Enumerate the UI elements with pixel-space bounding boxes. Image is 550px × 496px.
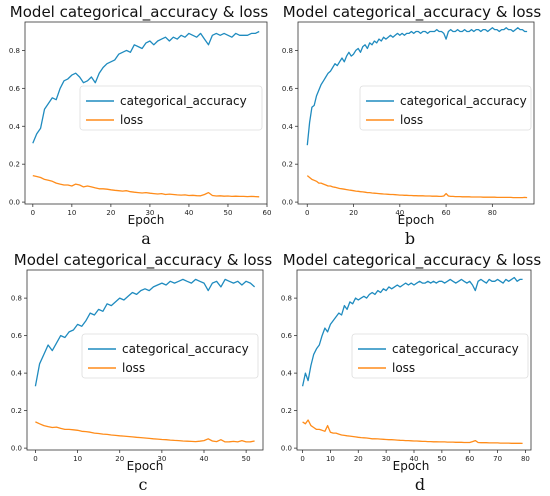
x-tick-label: 20 xyxy=(115,455,124,463)
panel-c-title: Model categorical_accuracy & loss xyxy=(14,251,273,270)
y-tick-label: 0.6 xyxy=(281,332,293,340)
x-tick-label: 30 xyxy=(157,455,166,463)
y-tick-label: 0.4 xyxy=(281,370,293,378)
x-tick-label: 40 xyxy=(410,455,419,463)
x-tick-label: 30 xyxy=(382,455,391,463)
y-tick-label: 0.2 xyxy=(9,161,20,169)
y-tick-label: 0.2 xyxy=(281,407,292,415)
panel-a-title: Model categorical_accuracy & loss xyxy=(10,3,269,22)
panel-b-xlabel: Epoch xyxy=(398,213,435,227)
y-tick-label: 0.6 xyxy=(282,85,294,93)
x-tick-label: 40 xyxy=(395,209,404,217)
y-tick-label: 0.0 xyxy=(9,199,20,207)
x-tick-label: 50 xyxy=(242,455,251,463)
y-tick-label: 0.8 xyxy=(9,47,20,55)
x-tick-label: 10 xyxy=(326,455,335,463)
panel-d-legend: categorical_accuracy loss xyxy=(351,333,529,379)
x-tick-label: 40 xyxy=(200,455,209,463)
panel-c-caption: c xyxy=(139,475,148,494)
panel-a-legend: categorical_accuracy loss xyxy=(79,85,263,131)
x-tick-label: 0 xyxy=(31,209,35,217)
loss-series-line xyxy=(32,174,260,198)
y-tick-label: 0.0 xyxy=(282,199,293,207)
legend-label-accuracy: categorical_accuracy xyxy=(392,342,519,356)
panel-a-xlabel: Epoch xyxy=(128,213,165,227)
panel-b-legend: categorical_accuracy loss xyxy=(359,85,532,131)
x-tick-label: 60 xyxy=(263,209,272,217)
x-tick-label: 80 xyxy=(521,455,530,463)
panel-d-title: Model categorical_accuracy & loss xyxy=(283,251,542,270)
y-tick-label: 0.6 xyxy=(11,332,23,340)
y-tick-label: 0.2 xyxy=(11,407,22,415)
x-tick-label: 0 xyxy=(33,455,37,463)
panel-c-xlabel: Epoch xyxy=(127,459,164,473)
legend-label-loss: loss xyxy=(392,361,415,375)
x-tick-label: 20 xyxy=(106,209,115,217)
x-tick-label: 0 xyxy=(305,209,309,217)
panel-a: Model categorical_accuracy & loss 0 10 20 3… xyxy=(9,3,272,248)
panel-d: Model categorical_accuracy & loss 0 10 20 3… xyxy=(281,251,542,494)
legend-label-accuracy: categorical_accuracy xyxy=(400,94,527,108)
x-tick-label: 20 xyxy=(349,209,358,217)
x-tick-label: 10 xyxy=(67,209,76,217)
x-tick-label: 0 xyxy=(300,455,304,463)
x-tick-label: 50 xyxy=(224,209,233,217)
y-tick-label: 0.0 xyxy=(281,445,292,453)
panel-b-title: Model categorical_accuracy & loss xyxy=(283,3,542,22)
loss-series-line xyxy=(302,419,523,445)
x-tick-label: 60 xyxy=(465,455,474,463)
y-tick-label: 0.8 xyxy=(281,295,292,303)
legend-label-accuracy: categorical_accuracy xyxy=(120,94,247,108)
panel-c: Model categorical_accuracy & loss 0 10 20 3… xyxy=(11,251,273,494)
x-tick-label: 10 xyxy=(73,455,82,463)
panel-a-caption: a xyxy=(141,229,151,248)
legend-label-loss: loss xyxy=(120,113,143,127)
accuracy-series-line xyxy=(306,27,528,146)
y-tick-label: 0.8 xyxy=(282,47,293,55)
x-tick-label: 30 xyxy=(145,209,154,217)
x-tick-label: 60 xyxy=(442,209,451,217)
accuracy-series-line xyxy=(32,30,260,144)
y-tick-label: 0.2 xyxy=(282,161,293,169)
panel-d-caption: d xyxy=(415,475,425,494)
panel-b-caption: b xyxy=(405,229,415,248)
y-tick-label: 0.8 xyxy=(11,295,22,303)
x-tick-label: 20 xyxy=(354,455,363,463)
loss-series-line xyxy=(306,175,528,199)
legend-label-loss: loss xyxy=(400,113,423,127)
y-tick-label: 0.6 xyxy=(9,85,21,93)
accuracy-series-line xyxy=(34,278,256,387)
x-tick-label: 40 xyxy=(184,209,193,217)
legend-label-loss: loss xyxy=(122,361,145,375)
y-tick-label: 0.4 xyxy=(11,370,23,378)
y-tick-label: 0.4 xyxy=(9,123,21,131)
panel-c-legend: categorical_accuracy loss xyxy=(81,333,259,379)
loss-series-line xyxy=(35,421,255,443)
panel-d-xlabel: Epoch xyxy=(393,459,430,473)
x-tick-label: 70 xyxy=(493,455,502,463)
y-tick-label: 0.0 xyxy=(11,445,22,453)
accuracy-series-line xyxy=(301,276,523,387)
y-tick-label: 0.4 xyxy=(282,123,294,131)
panel-b: Model categorical_accuracy & loss 0 20 40 6… xyxy=(282,3,542,248)
x-tick-label: 80 xyxy=(488,209,497,217)
x-tick-label: 50 xyxy=(437,455,446,463)
legend-label-accuracy: categorical_accuracy xyxy=(122,342,249,356)
